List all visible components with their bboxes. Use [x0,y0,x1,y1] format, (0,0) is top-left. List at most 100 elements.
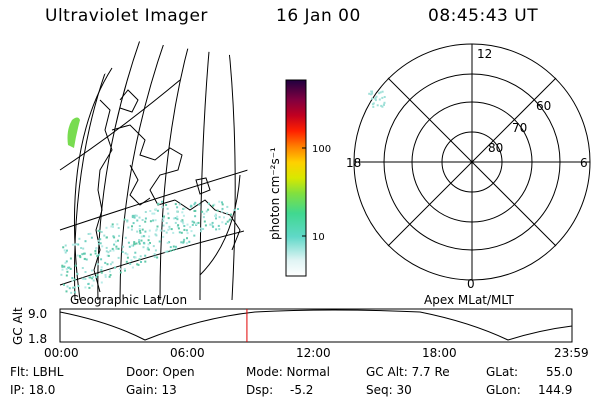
emission-pixel [214,213,217,216]
emission-pixel [185,229,188,232]
emission-pixel [109,274,112,276]
emission-pixel [69,267,72,270]
emission-pixel [113,243,116,246]
emission-pixel [138,216,141,219]
emission-pixel [169,246,172,249]
emission-pixel [140,261,142,263]
emission-pixel [91,284,94,287]
emission-pixel [383,96,386,98]
emission-pixel [163,229,166,232]
emission-pixel [100,271,103,274]
emission-pixel [215,217,217,220]
emission-pixel [149,210,152,212]
emission-pixel [133,256,136,259]
colorbar-scale [285,79,307,277]
glat-label: GLat: [486,365,519,379]
emission-pixel [111,261,114,264]
emission-pixel [186,232,189,235]
emission-pixel [74,286,76,289]
emission-pixel [164,250,167,253]
emission-pixel [123,268,126,271]
coastline [119,89,139,113]
emission-pixel [155,208,157,211]
emission-pixel [168,225,171,228]
meridian-line [119,40,166,300]
coastline [129,164,151,206]
emission-pixel [117,239,119,242]
emission-pixel [162,219,165,222]
emission-pixel [94,250,97,252]
emission-pixel [78,254,81,257]
emission-pixel [128,245,131,248]
emission-pixel [95,247,97,250]
emission-pixel [71,279,74,282]
emission-pixel [207,208,210,211]
mlt-line [387,77,557,247]
emission-pixel [67,266,70,269]
emission-pixel [100,269,103,271]
emission-pixel [66,270,69,273]
auroral-emission [60,200,239,294]
emission-pixel [163,215,165,218]
emission-pixel [161,206,164,209]
seq-info: Seq: 30 [366,383,412,397]
lat-label-60: 60 [536,99,551,113]
parallel-line [59,229,248,286]
emission-pixel [139,229,141,232]
emission-pixel [124,236,127,239]
emission-pixel [174,221,177,224]
emission-pixel [370,93,372,96]
altitude-curve [59,309,573,341]
emission-pixel [110,225,113,228]
coastline [195,177,211,195]
emission-pixel [106,263,109,266]
emission-pixel [62,246,65,249]
lat-label-80: 80 [488,141,503,155]
emission-pixel [141,228,144,231]
emission-pixel [162,224,165,227]
emission-pixel [158,240,161,243]
emission-pixel [138,225,141,227]
emission-pixel [77,285,80,287]
emission-pixel [81,267,84,269]
emission-pixel [200,228,203,231]
mlt-label-dusk: 18 [346,156,361,170]
emission-pixel [131,225,133,228]
emission-pixel [104,261,107,264]
emission-pixel [209,223,212,226]
emission-pixel [189,205,192,208]
emission-pixel [71,277,74,279]
emission-pixel [172,231,175,234]
instrument-title: Ultraviolet Imager [45,6,208,26]
emission-pixel [176,210,179,213]
emission-pixel [374,97,377,100]
emission-pixel [64,261,67,264]
emission-pixel [97,253,100,256]
emission-pixel [237,208,239,210]
emission-pixel [121,250,124,253]
emission-pixel [133,241,136,244]
emission-pixel [370,90,373,93]
emission-pixel [372,102,375,105]
meridian-line [159,40,191,300]
emission-pixel [161,200,163,203]
emission-pixel [68,266,71,269]
emission-pixel [155,228,158,231]
emission-pixel [165,231,168,234]
emission-pixel [131,214,134,217]
emission-pixel [118,268,121,271]
emission-pixel [72,286,75,289]
emission-pixel [81,253,84,256]
emission-pixel [229,218,231,221]
emission-pixel [136,263,139,266]
emission-pixel [147,248,150,251]
emission-pixel [104,276,107,278]
emission-pixel [167,212,170,215]
emission-pixel [376,104,379,107]
emission-pixel [162,217,165,220]
emission-pixel [167,228,170,231]
emission-pixel [185,242,188,245]
emission-pixel [172,217,175,220]
emission-pixel [83,257,86,260]
timeline-frame [59,308,573,343]
